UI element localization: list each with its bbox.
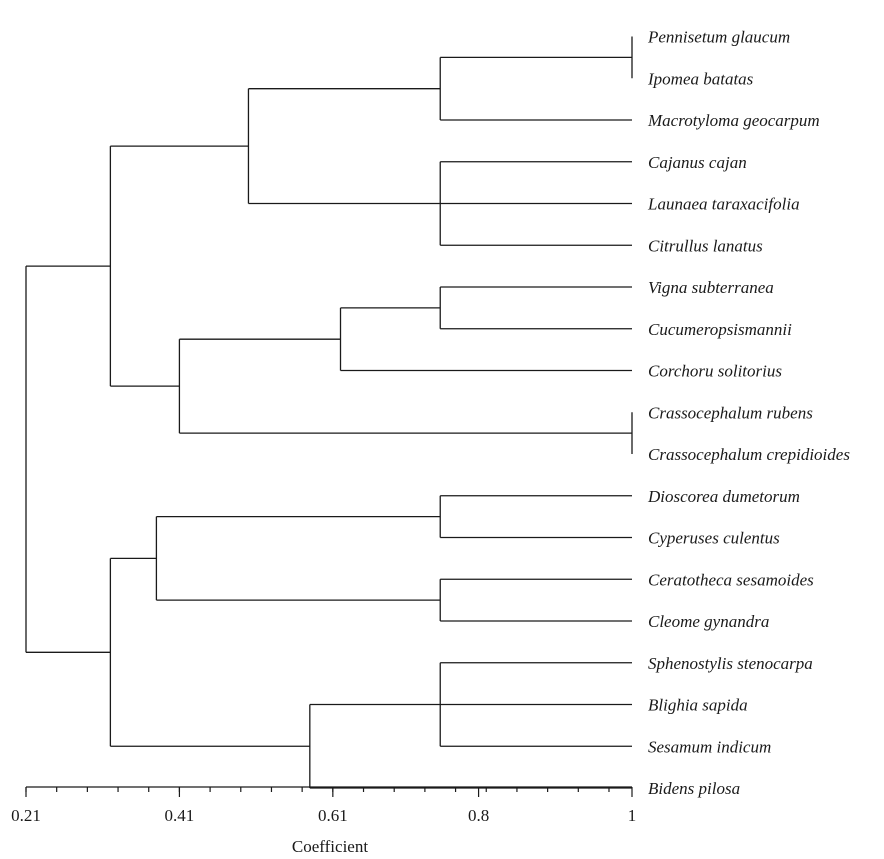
leaf-label: Dioscorea dumetorum	[647, 487, 800, 506]
leaf-label: Ceratotheca sesamoides	[648, 570, 814, 589]
leaf-label: Macrotyloma geocarpum	[647, 111, 820, 130]
x-axis: 0.21 0.41 0.61 0.8 1	[11, 786, 637, 825]
x-tick-label: 1	[628, 806, 637, 825]
leaf-label: Cajanus cajan	[648, 153, 747, 172]
leaf-label: Launaea taraxacifolia	[647, 195, 800, 214]
leaf-label: Blighia sapida	[648, 696, 748, 715]
leaf-label: Crassocephalum crepidioides	[648, 445, 850, 464]
x-tick-label: 0.41	[165, 806, 195, 825]
x-axis-title: Coefficient	[292, 837, 368, 856]
leaf-label: Sphenostylis stenocarpa	[648, 654, 813, 673]
leaf-label: Corchoru solitorius	[648, 362, 782, 381]
leaf-label: Cyperuses culentus	[648, 529, 780, 548]
x-tick-label: 0.21	[11, 806, 41, 825]
leaf-labels: Pennisetum glaucum Ipomea batatas Macrotyl…	[647, 28, 850, 799]
leaf-label: Ipomea batatas	[647, 69, 754, 88]
leaf-label: Cleome gynandra	[648, 612, 769, 631]
leaf-label: Pennisetum glaucum	[647, 28, 790, 47]
leaf-label: Crassocephalum rubens	[648, 403, 813, 422]
x-tick-label: 0.61	[318, 806, 348, 825]
dendrogram-branches	[25, 36, 633, 789]
leaf-label: Sesamum indicum	[648, 737, 771, 756]
x-tick-label: 0.8	[468, 806, 489, 825]
leaf-label: Citrullus lanatus	[648, 236, 763, 255]
leaf-label: Bidens pilosa	[648, 779, 740, 798]
leaf-label: Vigna subterranea	[648, 278, 774, 297]
leaf-label: Cucumeropsismannii	[648, 320, 792, 339]
